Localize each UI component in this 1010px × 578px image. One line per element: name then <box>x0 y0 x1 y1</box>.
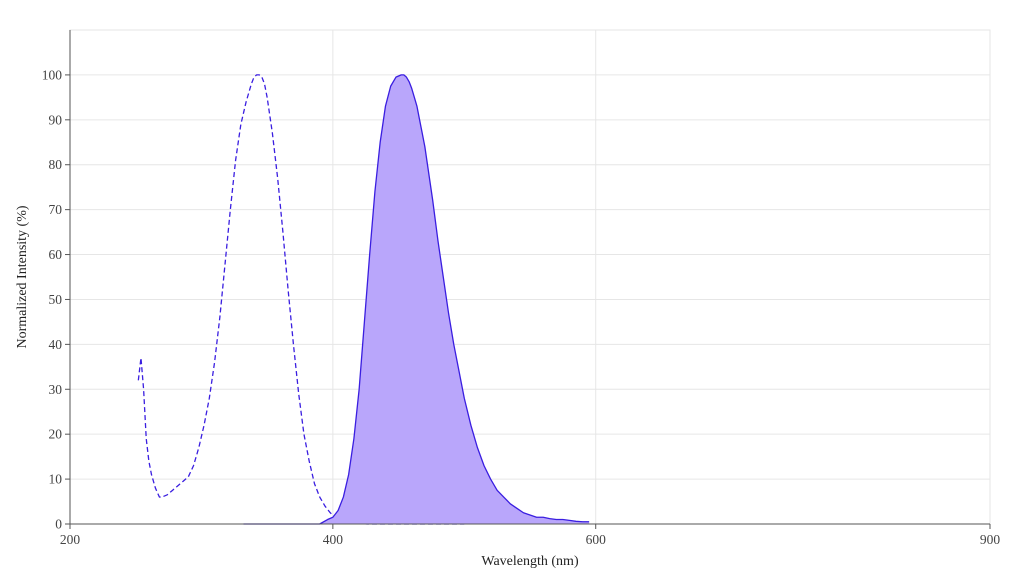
y-tick-label: 50 <box>49 292 63 307</box>
y-tick-label: 10 <box>49 472 63 487</box>
axes: 0 10 20 30 40 50 60 70 80 90 100 200 400 600 900 <box>42 30 1001 547</box>
series-layer <box>137 74 590 525</box>
y-tick-label: 60 <box>49 247 63 262</box>
x-axis-title: Wavelength (nm) <box>481 554 579 569</box>
x-tick-label: 900 <box>980 532 1001 547</box>
y-tick-label: 30 <box>49 382 63 397</box>
y-tick-label: 70 <box>49 202 63 217</box>
y-tick-label: 100 <box>42 67 63 82</box>
x-tick-label: 400 <box>323 532 344 547</box>
x-tick-label: 600 <box>586 532 607 547</box>
emission-fill-area <box>243 74 590 524</box>
emission-line <box>243 74 590 525</box>
y-axis-title: Normalized Intensity (%) <box>15 205 30 348</box>
grid-lines <box>69 29 991 525</box>
y-tick-label: 80 <box>49 157 63 172</box>
y-tick-label: 40 <box>49 337 63 352</box>
y-tick-label: 90 <box>49 112 63 127</box>
y-tick-label: 0 <box>55 517 62 532</box>
y-tick-label: 20 <box>49 427 63 442</box>
plot-frame <box>69 29 991 525</box>
x-tick-label: 200 <box>60 532 81 547</box>
